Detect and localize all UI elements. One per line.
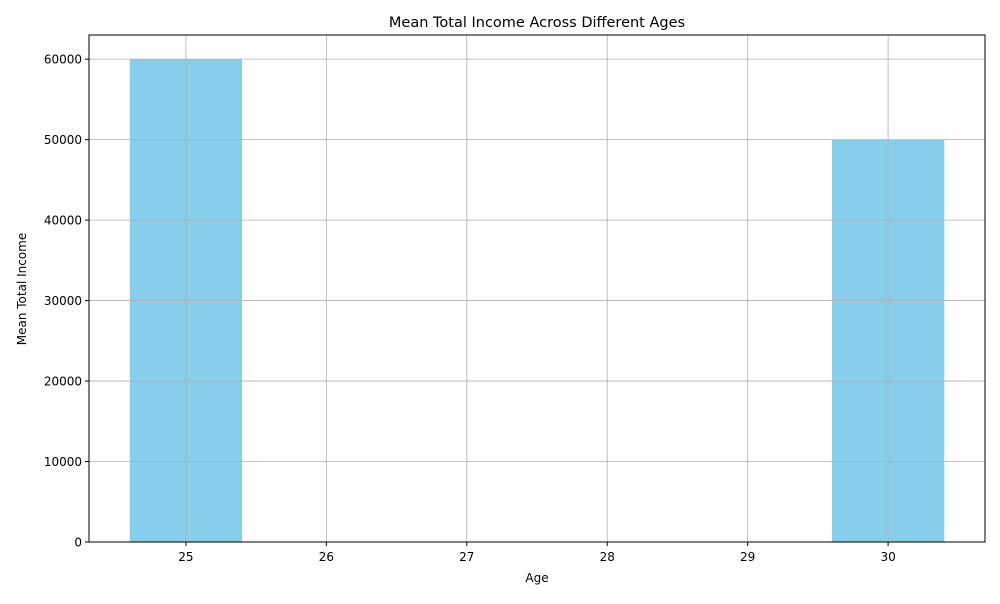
plot-frame [88, 34, 986, 543]
chart-title: Mean Total Income Across Different Ages [389, 15, 685, 31]
x-tick-label: 27 [459, 550, 474, 564]
y-tick-label: 60000 [44, 53, 82, 67]
x-tick-label: 29 [740, 550, 755, 564]
x-tick-label: 26 [319, 550, 334, 564]
y-tick-label: 0 [74, 536, 82, 550]
x-axis-label: Age [525, 571, 548, 585]
y-tick-label: 30000 [44, 294, 82, 308]
y-axis-label: Mean Total Income [15, 233, 29, 346]
y-tick-label: 50000 [44, 133, 82, 147]
x-tick-label: 28 [600, 550, 615, 564]
y-tick-label: 20000 [44, 375, 82, 389]
x-tick-label: 25 [178, 550, 193, 564]
x-tick-label: 30 [880, 550, 895, 564]
axes: 25 26 27 28 29 30 0 10000 20000 30000 40000 50000 60… [44, 34, 986, 564]
y-tick-label: 10000 [44, 455, 82, 469]
y-tick-label: 40000 [44, 214, 82, 228]
